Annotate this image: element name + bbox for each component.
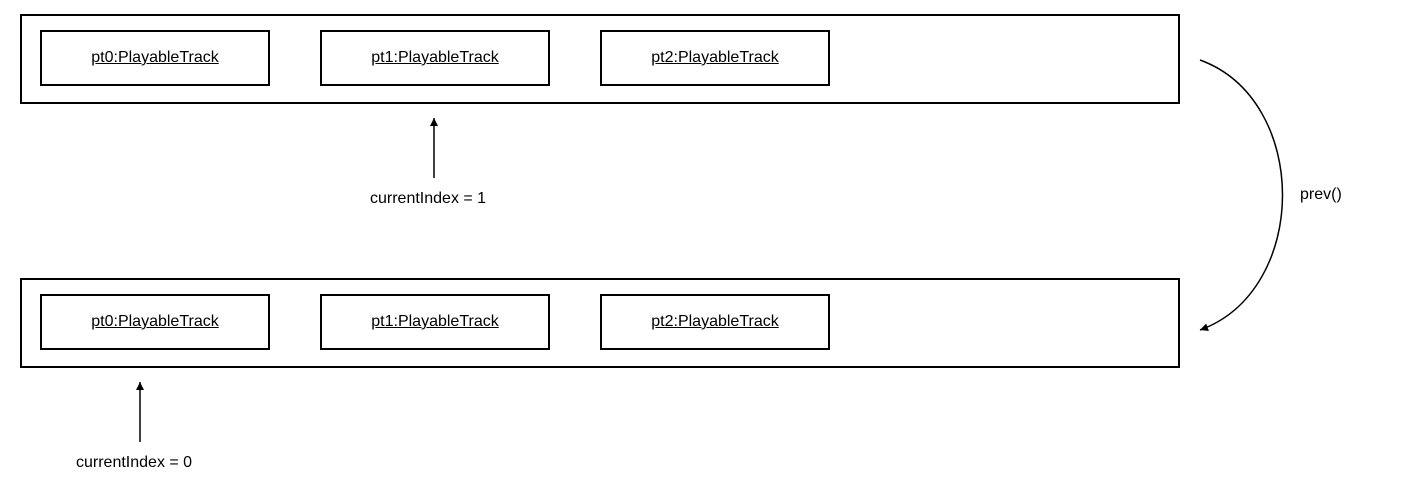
track-top-1: pt1:PlayableTrack (320, 30, 550, 86)
track-bottom-1: pt1:PlayableTrack (320, 294, 550, 350)
track-bottom-2: pt2:PlayableTrack (600, 294, 830, 350)
track-top-2: pt2:PlayableTrack (600, 30, 830, 86)
track-label: pt1:PlayableTrack (371, 49, 498, 67)
track-label: pt0:PlayableTrack (91, 49, 218, 67)
track-label: pt2:PlayableTrack (651, 313, 778, 331)
current-index-top-label: currentIndex = 1 (370, 190, 486, 208)
track-label: pt0:PlayableTrack (91, 313, 218, 331)
track-bottom-0: pt0:PlayableTrack (40, 294, 270, 350)
track-label: pt2:PlayableTrack (651, 49, 778, 67)
track-top-0: pt0:PlayableTrack (40, 30, 270, 86)
current-index-bottom-label: currentIndex = 0 (76, 454, 192, 472)
track-label: pt1:PlayableTrack (371, 313, 498, 331)
diagram-stage: pt0:PlayableTrack pt1:PlayableTrack pt2:… (0, 0, 1402, 504)
arrow-prev-curve (1200, 60, 1283, 330)
prev-label: prev() (1300, 186, 1342, 204)
